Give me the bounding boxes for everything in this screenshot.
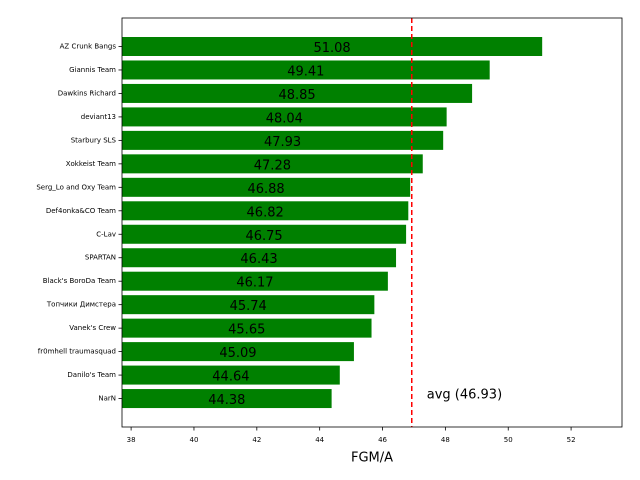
bar xyxy=(122,83,473,103)
data-label: 46.17 xyxy=(236,276,273,291)
data-label: 46.82 xyxy=(247,205,284,220)
y-tick-label: Black's BoroDa Team xyxy=(43,277,116,285)
bar xyxy=(122,389,332,409)
bar xyxy=(122,271,388,291)
x-tick-label: 38 xyxy=(127,436,136,444)
data-label: 45.74 xyxy=(230,299,267,314)
bar xyxy=(122,342,354,362)
x-tick-label: 40 xyxy=(190,436,199,444)
plot-frame xyxy=(121,17,623,428)
x-tick-label: 46 xyxy=(378,436,387,444)
y-tick-label: AZ Crunk Bangs xyxy=(60,43,117,51)
data-label: 46.88 xyxy=(247,182,284,197)
y-tick-label: Dawkins Richard xyxy=(58,89,116,97)
y-tick-label: Serg_Lo and Oxy Team xyxy=(36,183,116,191)
y-tick-label: C-Lav xyxy=(96,230,116,238)
y-tick-label: NarN xyxy=(98,395,116,403)
bar xyxy=(122,224,407,244)
y-tick-label: Starbury SLS xyxy=(71,136,117,144)
data-label: 47.93 xyxy=(264,135,301,150)
bar xyxy=(122,248,397,268)
y-tick-label: Giannis Team xyxy=(69,66,116,74)
bar xyxy=(122,365,340,385)
data-label: 47.28 xyxy=(254,158,291,173)
y-tick-label: Топчики Димстера xyxy=(46,301,116,309)
y-tick-label: Vanek's Crew xyxy=(69,324,116,332)
y-tick-label: Danilo's Team xyxy=(67,371,116,379)
y-tick-label: fr0mhell traumasquad xyxy=(38,348,116,356)
data-label: 44.64 xyxy=(212,370,249,385)
x-tick-label: 48 xyxy=(441,436,450,444)
bar xyxy=(122,177,411,197)
bar xyxy=(122,60,490,80)
y-tick-label: Xokkeist Team xyxy=(66,160,116,168)
data-label: 45.09 xyxy=(219,346,256,361)
x-tick-label: 44 xyxy=(315,436,324,444)
x-tick-label: 50 xyxy=(504,436,513,444)
data-label: 49.41 xyxy=(287,64,324,79)
x-tick-label: 42 xyxy=(252,436,261,444)
x-tick-label: 52 xyxy=(567,436,576,444)
x-axis-label: FGM/A xyxy=(351,451,393,466)
bar xyxy=(122,295,375,315)
data-label: 48.85 xyxy=(278,88,315,103)
data-label: 44.38 xyxy=(208,393,245,408)
bar xyxy=(122,107,447,127)
bar xyxy=(122,154,423,174)
bar xyxy=(122,201,409,221)
data-label: 51.08 xyxy=(313,41,350,56)
bar xyxy=(122,318,372,338)
data-label: 46.75 xyxy=(245,229,282,244)
data-label: 48.04 xyxy=(266,111,303,126)
data-label: 46.43 xyxy=(240,252,277,267)
y-tick-label: SPARTAN xyxy=(85,254,116,262)
bar xyxy=(122,37,543,56)
y-tick-label: Def4onka&CO Team xyxy=(46,207,116,215)
data-label: 45.65 xyxy=(228,323,265,338)
average-label: avg (46.93) xyxy=(427,388,502,403)
bar xyxy=(122,130,444,150)
y-tick-label: deviant13 xyxy=(81,113,116,121)
